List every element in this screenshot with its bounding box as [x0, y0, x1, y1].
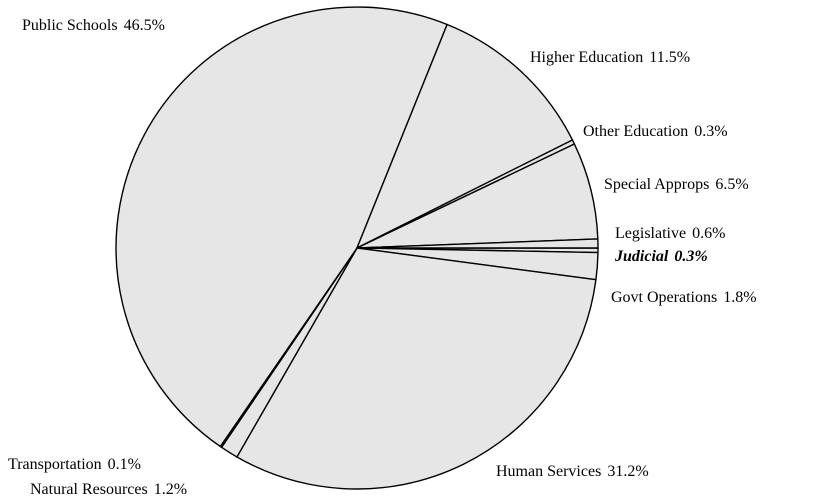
label-legislative: Legislative 0.6% — [615, 225, 725, 242]
slice-public-schools — [115, 6, 448, 448]
pie-slices — [115, 6, 599, 490]
slice-legislative — [356, 238, 599, 249]
label-judicial: Judicial 0.3% — [614, 248, 708, 265]
label-natural-resources: Natural Resources 1.2% — [30, 481, 187, 498]
label-transportation: Transportation 0.1% — [8, 456, 141, 473]
label-other-education: Other Education 0.3% — [583, 123, 728, 140]
label-higher-education: Higher Education 11.5% — [530, 49, 690, 66]
slice-human-services — [236, 247, 597, 490]
label-human-services: Human Services 31.2% — [496, 463, 649, 480]
pie-labels: Public Schools 46.5% Higher Education 11.5… — [8, 17, 757, 498]
label-govt-operations: Govt Operations 1.8% — [611, 289, 757, 306]
label-special-approps: Special Approps 6.5% — [604, 176, 749, 193]
label-public-schools: Public Schools 46.5% — [22, 17, 165, 34]
slice-higher-education — [356, 23, 574, 249]
